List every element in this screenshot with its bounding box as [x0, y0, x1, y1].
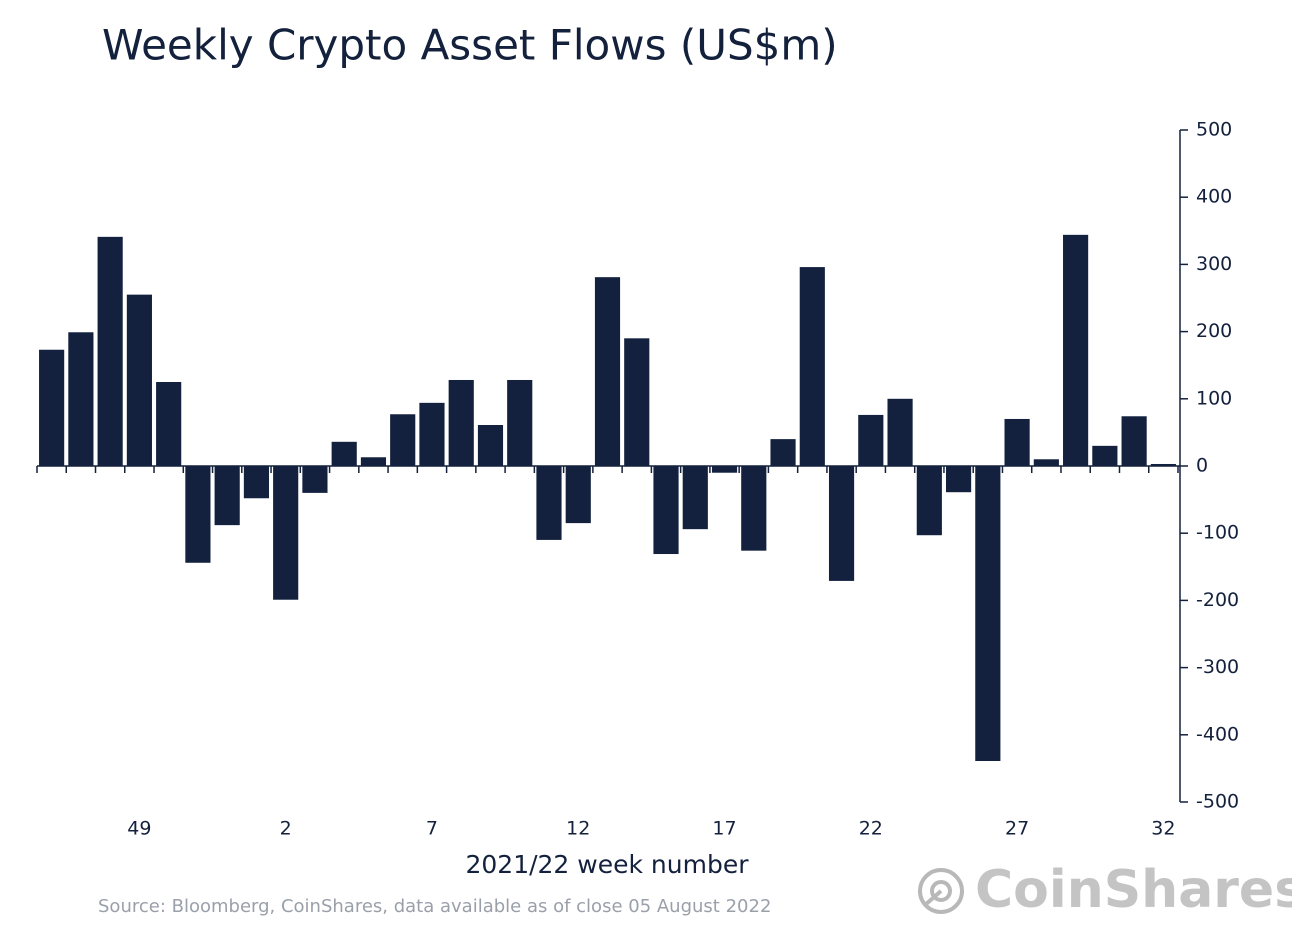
- y-tick-label: 500: [1196, 119, 1232, 141]
- bar: [565, 466, 591, 524]
- bar: [243, 466, 270, 499]
- x-tick-label: 27: [1005, 818, 1029, 840]
- chart-title: Weekly Crypto Asset Flows (US$m): [102, 21, 838, 70]
- bar: [536, 466, 562, 540]
- y-tick-label: 400: [1196, 186, 1232, 208]
- x-tick-label: 2: [280, 818, 292, 840]
- x-tick-label: 22: [859, 818, 883, 840]
- bar: [594, 277, 621, 466]
- bar: [858, 414, 884, 466]
- source-note: Source: Bloomberg, CoinShares, data avai…: [98, 896, 771, 917]
- x-tick-label: 7: [426, 818, 438, 840]
- bar: [360, 457, 387, 466]
- y-tick-label: -100: [1196, 522, 1239, 544]
- bar: [770, 439, 796, 466]
- bar: [477, 425, 504, 466]
- bar: [945, 466, 972, 493]
- bar: [887, 398, 913, 466]
- bar: [390, 414, 416, 466]
- bar: [126, 294, 152, 466]
- bar: [711, 466, 738, 473]
- bar: [97, 236, 123, 466]
- bar: [1121, 416, 1147, 466]
- bar: [975, 466, 1001, 762]
- y-tick-label: 100: [1196, 387, 1232, 409]
- y-tick-label: 300: [1196, 253, 1232, 275]
- x-tick-label: 32: [1151, 818, 1175, 840]
- bar: [653, 466, 679, 555]
- bar: [1092, 445, 1118, 466]
- y-tick-label: 200: [1196, 320, 1232, 342]
- bar: [1150, 463, 1176, 466]
- bar: [1004, 418, 1030, 466]
- x-tick-label: 12: [566, 818, 590, 840]
- bar: [624, 338, 650, 466]
- bar: [331, 441, 357, 466]
- logo-icon: [918, 868, 964, 914]
- bar: [507, 379, 533, 466]
- bar: [682, 466, 708, 530]
- bar: [1033, 459, 1059, 466]
- bar: [39, 349, 65, 466]
- x-tick-label: 49: [127, 818, 151, 840]
- y-tick-label: -300: [1196, 656, 1239, 678]
- bar: [302, 466, 328, 493]
- bar: [419, 402, 445, 466]
- bar: [273, 466, 299, 600]
- x-tick-label: 17: [712, 818, 736, 840]
- y-tick-label: -400: [1196, 723, 1239, 745]
- bar: [741, 466, 767, 551]
- logo-text: CoinShares: [975, 860, 1292, 920]
- y-tick-label: -200: [1196, 589, 1239, 611]
- bar: [156, 382, 182, 466]
- bar: [214, 466, 240, 526]
- bar: [828, 466, 855, 581]
- bar: [799, 267, 825, 466]
- bar: [68, 332, 94, 466]
- bar: [1063, 234, 1089, 466]
- bar: [916, 466, 942, 536]
- y-tick-label: 0: [1196, 455, 1208, 477]
- bar: [185, 466, 211, 563]
- bar: [448, 379, 474, 466]
- y-tick-label: -500: [1196, 791, 1239, 813]
- x-axis-label: 2021/22 week number: [465, 850, 749, 879]
